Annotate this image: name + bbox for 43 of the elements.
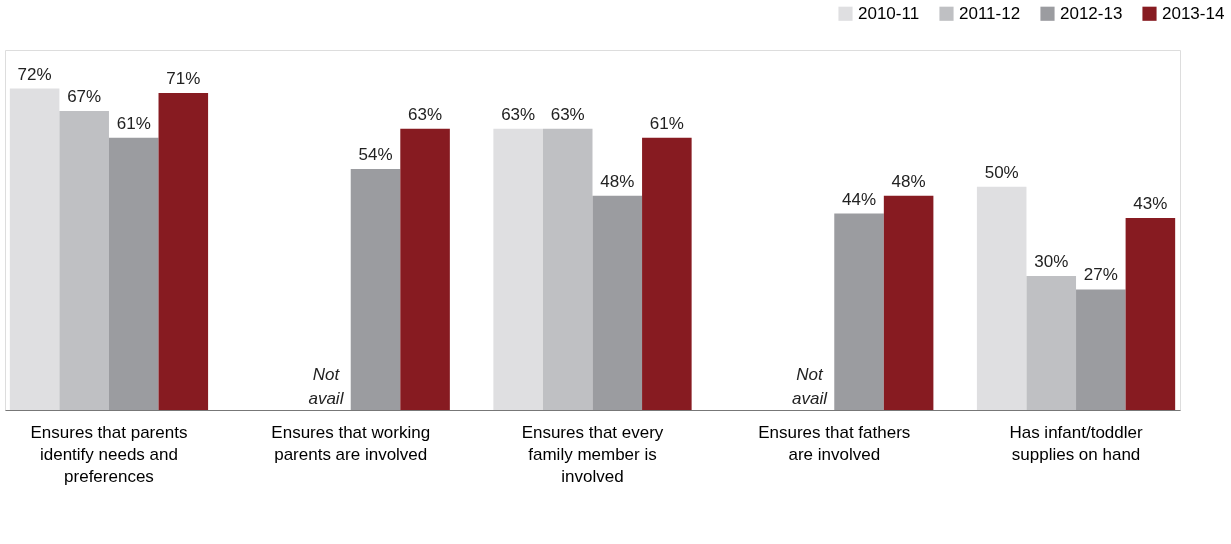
data-label: 43% — [1133, 194, 1168, 214]
x-tick-label: Ensures that every family member is involved — [521, 422, 664, 486]
bar — [493, 128, 543, 410]
x-tick-label: Ensures that parents identify needs and preferences — [30, 422, 188, 486]
bar — [1076, 289, 1126, 410]
legend-label: 2010-11 — [858, 3, 920, 23]
bar — [642, 137, 692, 410]
data-label: 27% — [1083, 265, 1118, 285]
bar — [108, 137, 159, 410]
bar — [1026, 276, 1077, 410]
data-label: 61% — [649, 113, 684, 133]
annotation: Not avail — [308, 365, 345, 408]
annotation: Not avail — [792, 365, 829, 408]
x-tick-label: Ensures that working parents are involved — [271, 422, 431, 464]
data-label: 72% — [17, 64, 52, 84]
bar — [834, 213, 884, 410]
data-label: 63% — [550, 104, 585, 124]
data-label: 44% — [842, 189, 877, 209]
legend-label: 2011-12 — [959, 3, 1021, 23]
bar — [542, 128, 593, 410]
bar — [9, 88, 60, 410]
data-label: 63% — [408, 104, 443, 124]
bar — [350, 168, 401, 410]
bar — [59, 110, 109, 410]
x-tick-label: Has infant/toddler supplies on hand — [1009, 422, 1143, 464]
data-label: 71% — [166, 69, 201, 89]
data-label: 48% — [891, 171, 926, 191]
legend-label: 2013-14 — [1162, 3, 1225, 23]
data-label: 50% — [984, 162, 1019, 182]
bar — [1125, 218, 1176, 410]
data-label: 67% — [67, 86, 102, 106]
bar — [592, 195, 643, 410]
data-label: 48% — [600, 171, 635, 191]
x-tick-label: Ensures that fathers are involved — [758, 422, 911, 464]
bar — [883, 195, 934, 410]
bar — [976, 186, 1027, 410]
data-label: 30% — [1034, 252, 1069, 272]
legend-label: 2012-13 — [1060, 3, 1123, 23]
data-label: 63% — [501, 104, 536, 124]
bar — [400, 128, 450, 410]
data-label: 54% — [358, 144, 393, 164]
bar — [158, 93, 209, 410]
data-label: 61% — [116, 113, 151, 133]
